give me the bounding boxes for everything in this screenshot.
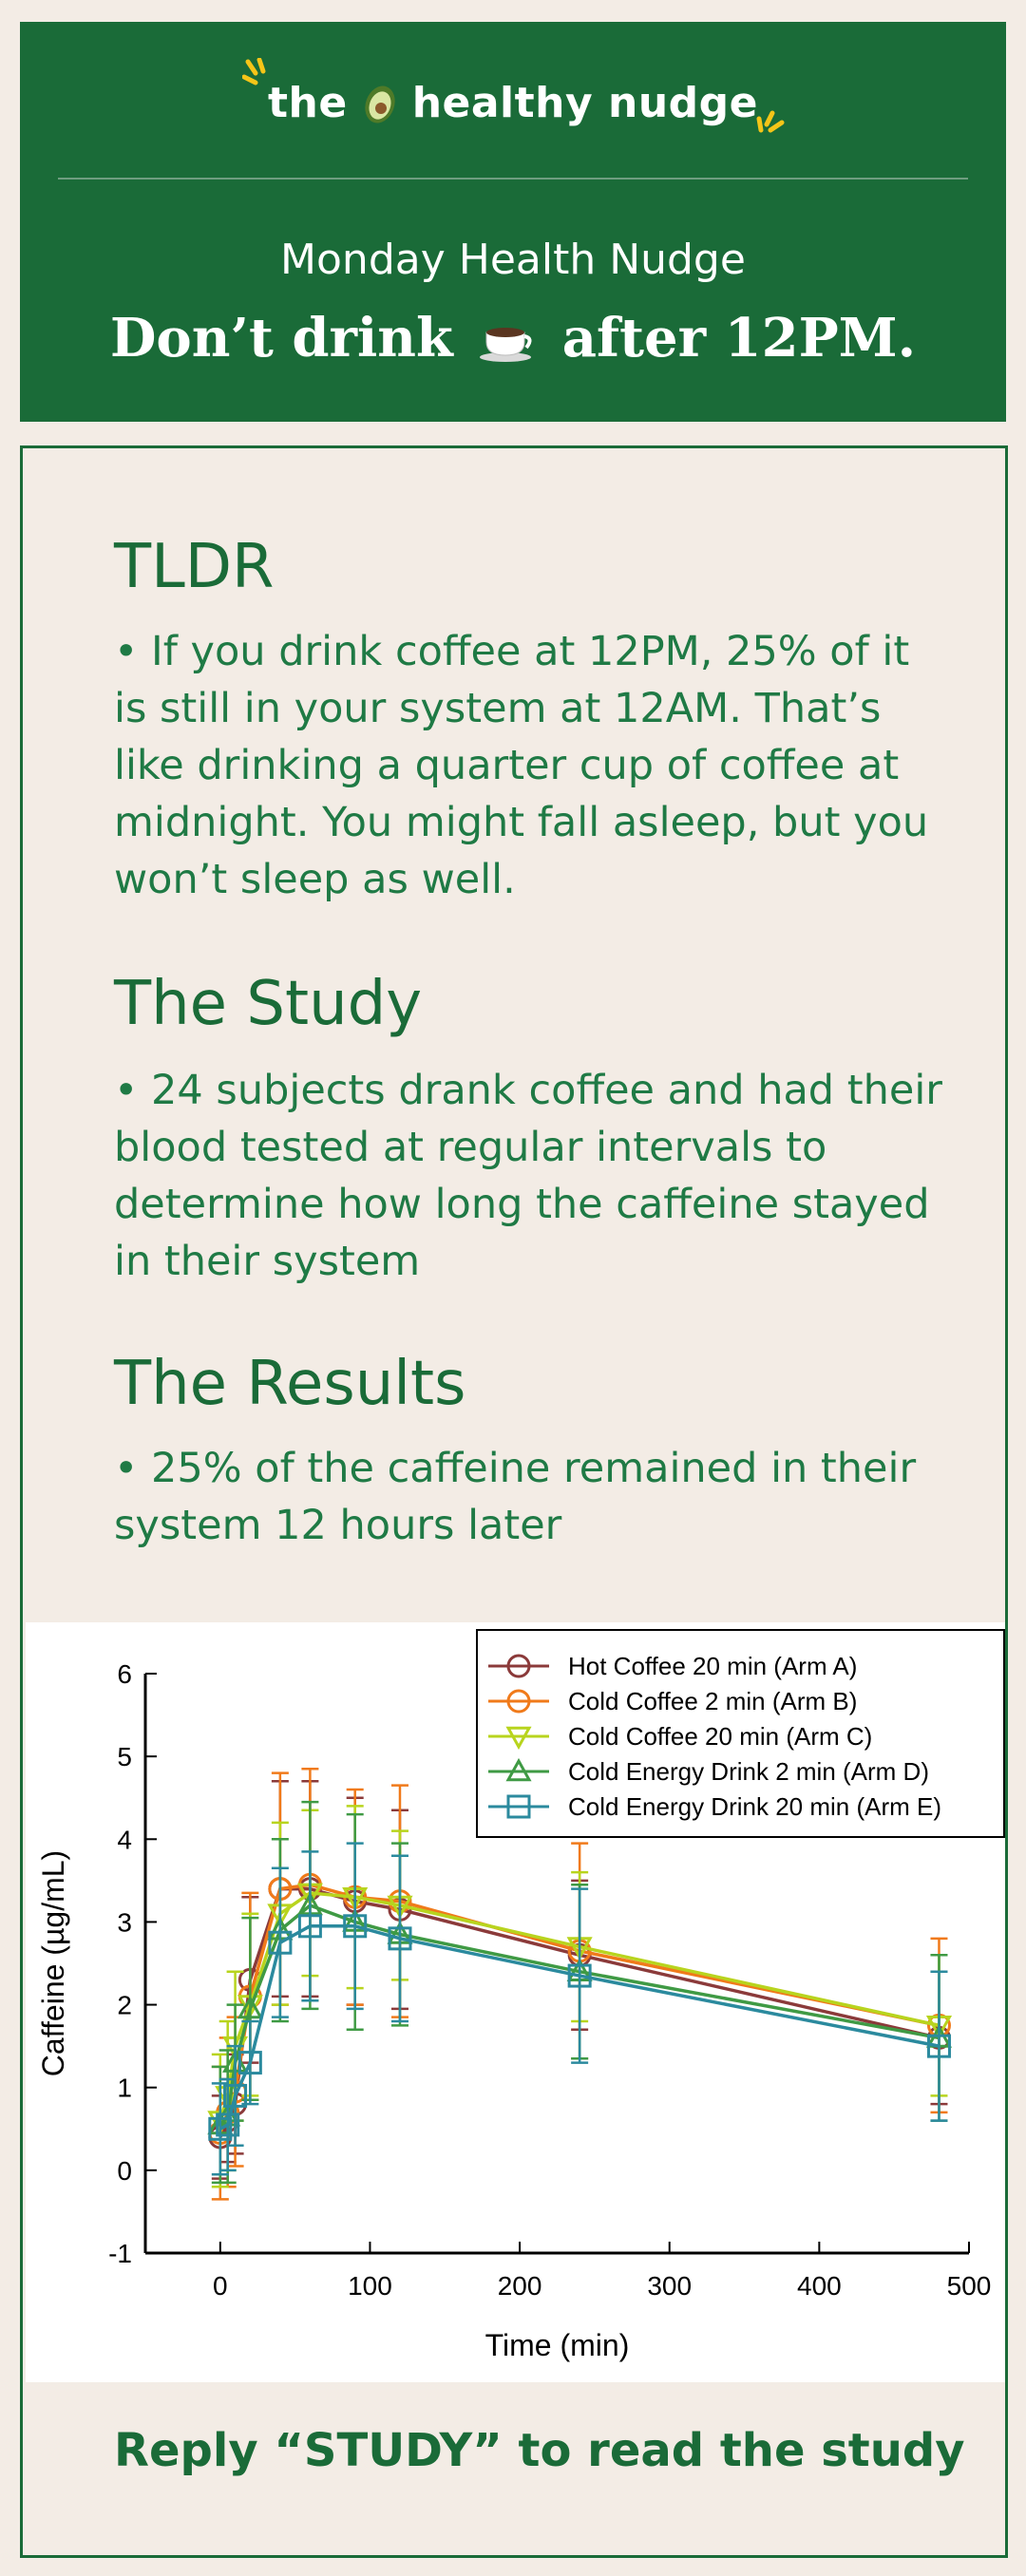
chart-svg: -1 0 1 2 3 4 5 6 0 100 200 300 400 500 Time (min) Caffe…	[36, 1629, 1005, 2362]
nudge-subtitle: Monday Health Nudge	[280, 236, 746, 284]
results-title: The Results	[114, 1349, 466, 1419]
study-title: The Study	[114, 969, 423, 1039]
brand-word-after: healthy nudge	[411, 78, 758, 127]
tldr-title: TLDR	[114, 532, 275, 602]
legend-box	[476, 1629, 1005, 1838]
y-axis-label: Caffeine (µg/mL)	[36, 1850, 70, 2076]
x-tick-label: 400	[797, 2271, 842, 2301]
x-tick-label: 100	[348, 2271, 392, 2301]
tldr-text: • If you drink coffee at 12PM, 25% of it…	[114, 628, 929, 903]
data-point	[216, 2112, 240, 2137]
y-tick-label: 1	[117, 2074, 132, 2103]
legend-marker	[506, 1654, 531, 1678]
legend-marker	[505, 1726, 532, 1751]
data-point	[343, 1914, 368, 1939]
legend-label: Cold Coffee 2 min (Arm B)	[568, 1687, 857, 1715]
legend-marker	[506, 1794, 531, 1819]
y-tick-label: 4	[117, 1825, 132, 1854]
x-tick-label: 300	[647, 2271, 692, 2301]
data-point	[567, 1963, 592, 1988]
sparkle-left-icon	[242, 58, 266, 85]
series-line	[218, 1924, 940, 2131]
x-tick-label: 200	[498, 2271, 542, 2301]
caffeine-chart: -1 0 1 2 3 4 5 6 0 100 200 300 400 500 Time (min) Caffe…	[26, 1622, 1005, 2382]
y-tick-label: 2	[117, 1991, 132, 2020]
x-axis-label: Time (min)	[485, 2328, 630, 2362]
content-card: TLDR • If you drink coffee at 12PM, 25% …	[20, 445, 1008, 2558]
series-line	[218, 1904, 940, 2127]
sparkle-right-icon	[756, 110, 785, 133]
x-tick-label: 500	[947, 2271, 992, 2301]
legend-label: Cold Energy Drink 20 min (Arm E)	[568, 1792, 941, 1821]
y-tick-label: -1	[108, 2239, 132, 2268]
avocado-icon	[365, 85, 395, 123]
nudge-headline: Don’t drink after 12PM.	[20, 307, 1006, 369]
data-point	[208, 2116, 233, 2141]
data-point	[237, 1995, 263, 2019]
brand-logo: the healthy nudge	[20, 69, 1006, 136]
data-point	[223, 2083, 248, 2108]
legend-label: Cold Coffee 20 min (Arm C)	[568, 1722, 872, 1751]
x-tick-label: 0	[213, 2271, 228, 2301]
headline-after: after 12PM.	[561, 307, 917, 369]
coffee-cup-icon	[480, 328, 532, 363]
results-text: • 25% of the caffeine remained in their …	[114, 1445, 917, 1549]
study-text: • 24 subjects drank coffee and had their…	[114, 1067, 942, 1285]
data-point	[268, 1930, 293, 1955]
data-point	[388, 1926, 412, 1951]
legend-label: Cold Energy Drink 2 min (Arm D)	[568, 1757, 929, 1786]
headline-before: Don’t drink	[109, 307, 453, 369]
newsletter-header: the healthy nudge Monday Health Nudge Do…	[20, 22, 1006, 422]
y-tick-label: 3	[117, 1907, 132, 1937]
data-point	[297, 1914, 322, 1939]
legend-marker	[506, 1689, 531, 1714]
y-tick-label: 6	[117, 1659, 132, 1689]
legend-marker	[505, 1757, 532, 1782]
brand-word-before: the	[268, 78, 348, 127]
y-tick-label: 0	[117, 2156, 132, 2186]
reply-cta[interactable]: Reply “STUDY” to read the study	[114, 2424, 965, 2477]
y-tick-label: 5	[117, 1742, 132, 1771]
data-point	[926, 2034, 951, 2058]
legend-label: Hot Coffee 20 min (Arm A)	[568, 1652, 857, 1680]
header-divider	[58, 178, 968, 180]
data-point	[238, 2051, 262, 2075]
